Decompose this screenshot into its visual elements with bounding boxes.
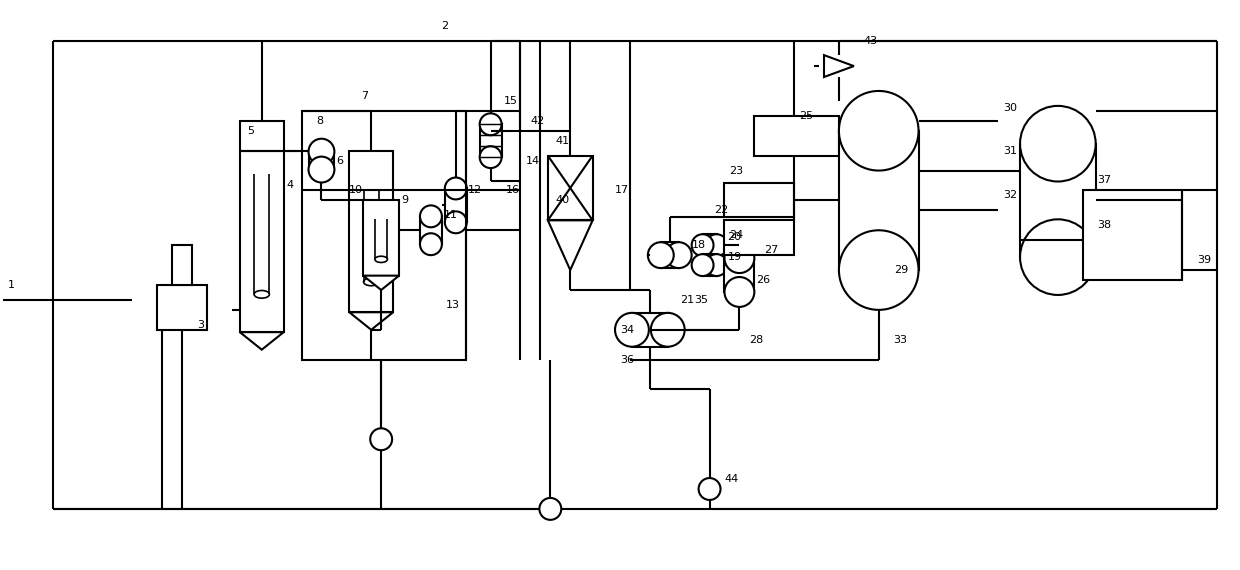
Text: 8: 8 (316, 116, 324, 126)
Bar (1083, 190, 1182, 280)
Text: 39: 39 (1197, 255, 1211, 265)
Bar (754, 116, 839, 156)
Bar (548, 156, 593, 221)
Ellipse shape (692, 254, 713, 276)
Text: 20: 20 (728, 232, 742, 242)
Polygon shape (363, 276, 399, 290)
Ellipse shape (480, 113, 501, 135)
Text: 5: 5 (247, 126, 254, 136)
Bar (480, 124, 501, 157)
Text: 2: 2 (441, 21, 448, 31)
Ellipse shape (724, 277, 754, 307)
Text: 11: 11 (444, 210, 458, 221)
Text: 16: 16 (506, 185, 520, 196)
Ellipse shape (839, 91, 919, 170)
Circle shape (698, 478, 720, 500)
Text: 7: 7 (361, 91, 368, 101)
Text: 10: 10 (350, 185, 363, 196)
Text: 25: 25 (799, 111, 813, 121)
Text: 36: 36 (620, 355, 634, 365)
Text: 27: 27 (764, 245, 779, 255)
Ellipse shape (1021, 219, 1096, 295)
Ellipse shape (706, 254, 728, 276)
Bar (703, 234, 717, 256)
Text: 15: 15 (503, 96, 517, 106)
Ellipse shape (309, 157, 335, 182)
Text: 35: 35 (694, 295, 708, 305)
Ellipse shape (1021, 106, 1096, 181)
Bar (839, 131, 919, 270)
Text: 18: 18 (692, 240, 706, 250)
Text: 28: 28 (749, 335, 764, 345)
Text: 33: 33 (894, 335, 908, 345)
Text: 6: 6 (336, 156, 343, 165)
Text: 21: 21 (680, 295, 694, 305)
Bar (703, 254, 717, 276)
Ellipse shape (647, 242, 673, 268)
Text: 12: 12 (467, 185, 482, 196)
Text: 14: 14 (526, 156, 539, 165)
Text: 32: 32 (1003, 190, 1017, 201)
Text: 43: 43 (864, 36, 878, 46)
Text: 22: 22 (714, 205, 729, 215)
Text: 38: 38 (1097, 220, 1112, 230)
Text: 44: 44 (724, 474, 739, 484)
Ellipse shape (706, 234, 728, 256)
Text: 17: 17 (615, 185, 629, 196)
Text: 29: 29 (894, 265, 908, 275)
Text: 30: 30 (1003, 103, 1017, 113)
Text: 3: 3 (197, 320, 205, 330)
Bar (239, 121, 284, 332)
Ellipse shape (651, 313, 684, 347)
Text: 42: 42 (531, 116, 544, 126)
Ellipse shape (724, 243, 754, 273)
Bar (350, 150, 393, 312)
Ellipse shape (666, 242, 692, 268)
Text: 9: 9 (401, 196, 408, 205)
Ellipse shape (445, 177, 466, 200)
Ellipse shape (309, 139, 335, 165)
Polygon shape (548, 221, 593, 270)
Bar (724, 221, 794, 255)
Text: 40: 40 (556, 196, 569, 205)
Bar (172, 245, 192, 285)
Text: 31: 31 (1003, 145, 1017, 156)
Text: 26: 26 (756, 275, 770, 285)
Bar (724, 258, 754, 292)
Text: 19: 19 (728, 252, 742, 262)
Polygon shape (825, 55, 854, 77)
Ellipse shape (420, 233, 441, 255)
Bar (661, 242, 678, 268)
Circle shape (371, 428, 392, 450)
Bar (301, 111, 466, 360)
Ellipse shape (420, 205, 441, 227)
Text: 41: 41 (556, 136, 569, 146)
Text: 24: 24 (729, 230, 744, 240)
Bar (445, 189, 466, 222)
Bar (363, 201, 399, 276)
Bar (632, 313, 668, 347)
Text: 34: 34 (620, 325, 634, 335)
Ellipse shape (692, 234, 713, 256)
Bar (309, 152, 335, 169)
Text: 1: 1 (7, 280, 15, 290)
Bar (1021, 144, 1096, 257)
Polygon shape (239, 332, 284, 349)
Circle shape (539, 498, 562, 520)
Ellipse shape (480, 146, 501, 168)
Bar (724, 182, 794, 217)
Polygon shape (350, 312, 393, 330)
Text: 37: 37 (1097, 176, 1112, 185)
Ellipse shape (445, 211, 466, 233)
Bar (157, 285, 207, 330)
Text: 4: 4 (286, 181, 294, 190)
Bar (420, 217, 441, 244)
Ellipse shape (839, 230, 919, 310)
Ellipse shape (615, 313, 649, 347)
Text: 13: 13 (446, 300, 460, 310)
Text: 23: 23 (729, 165, 744, 176)
